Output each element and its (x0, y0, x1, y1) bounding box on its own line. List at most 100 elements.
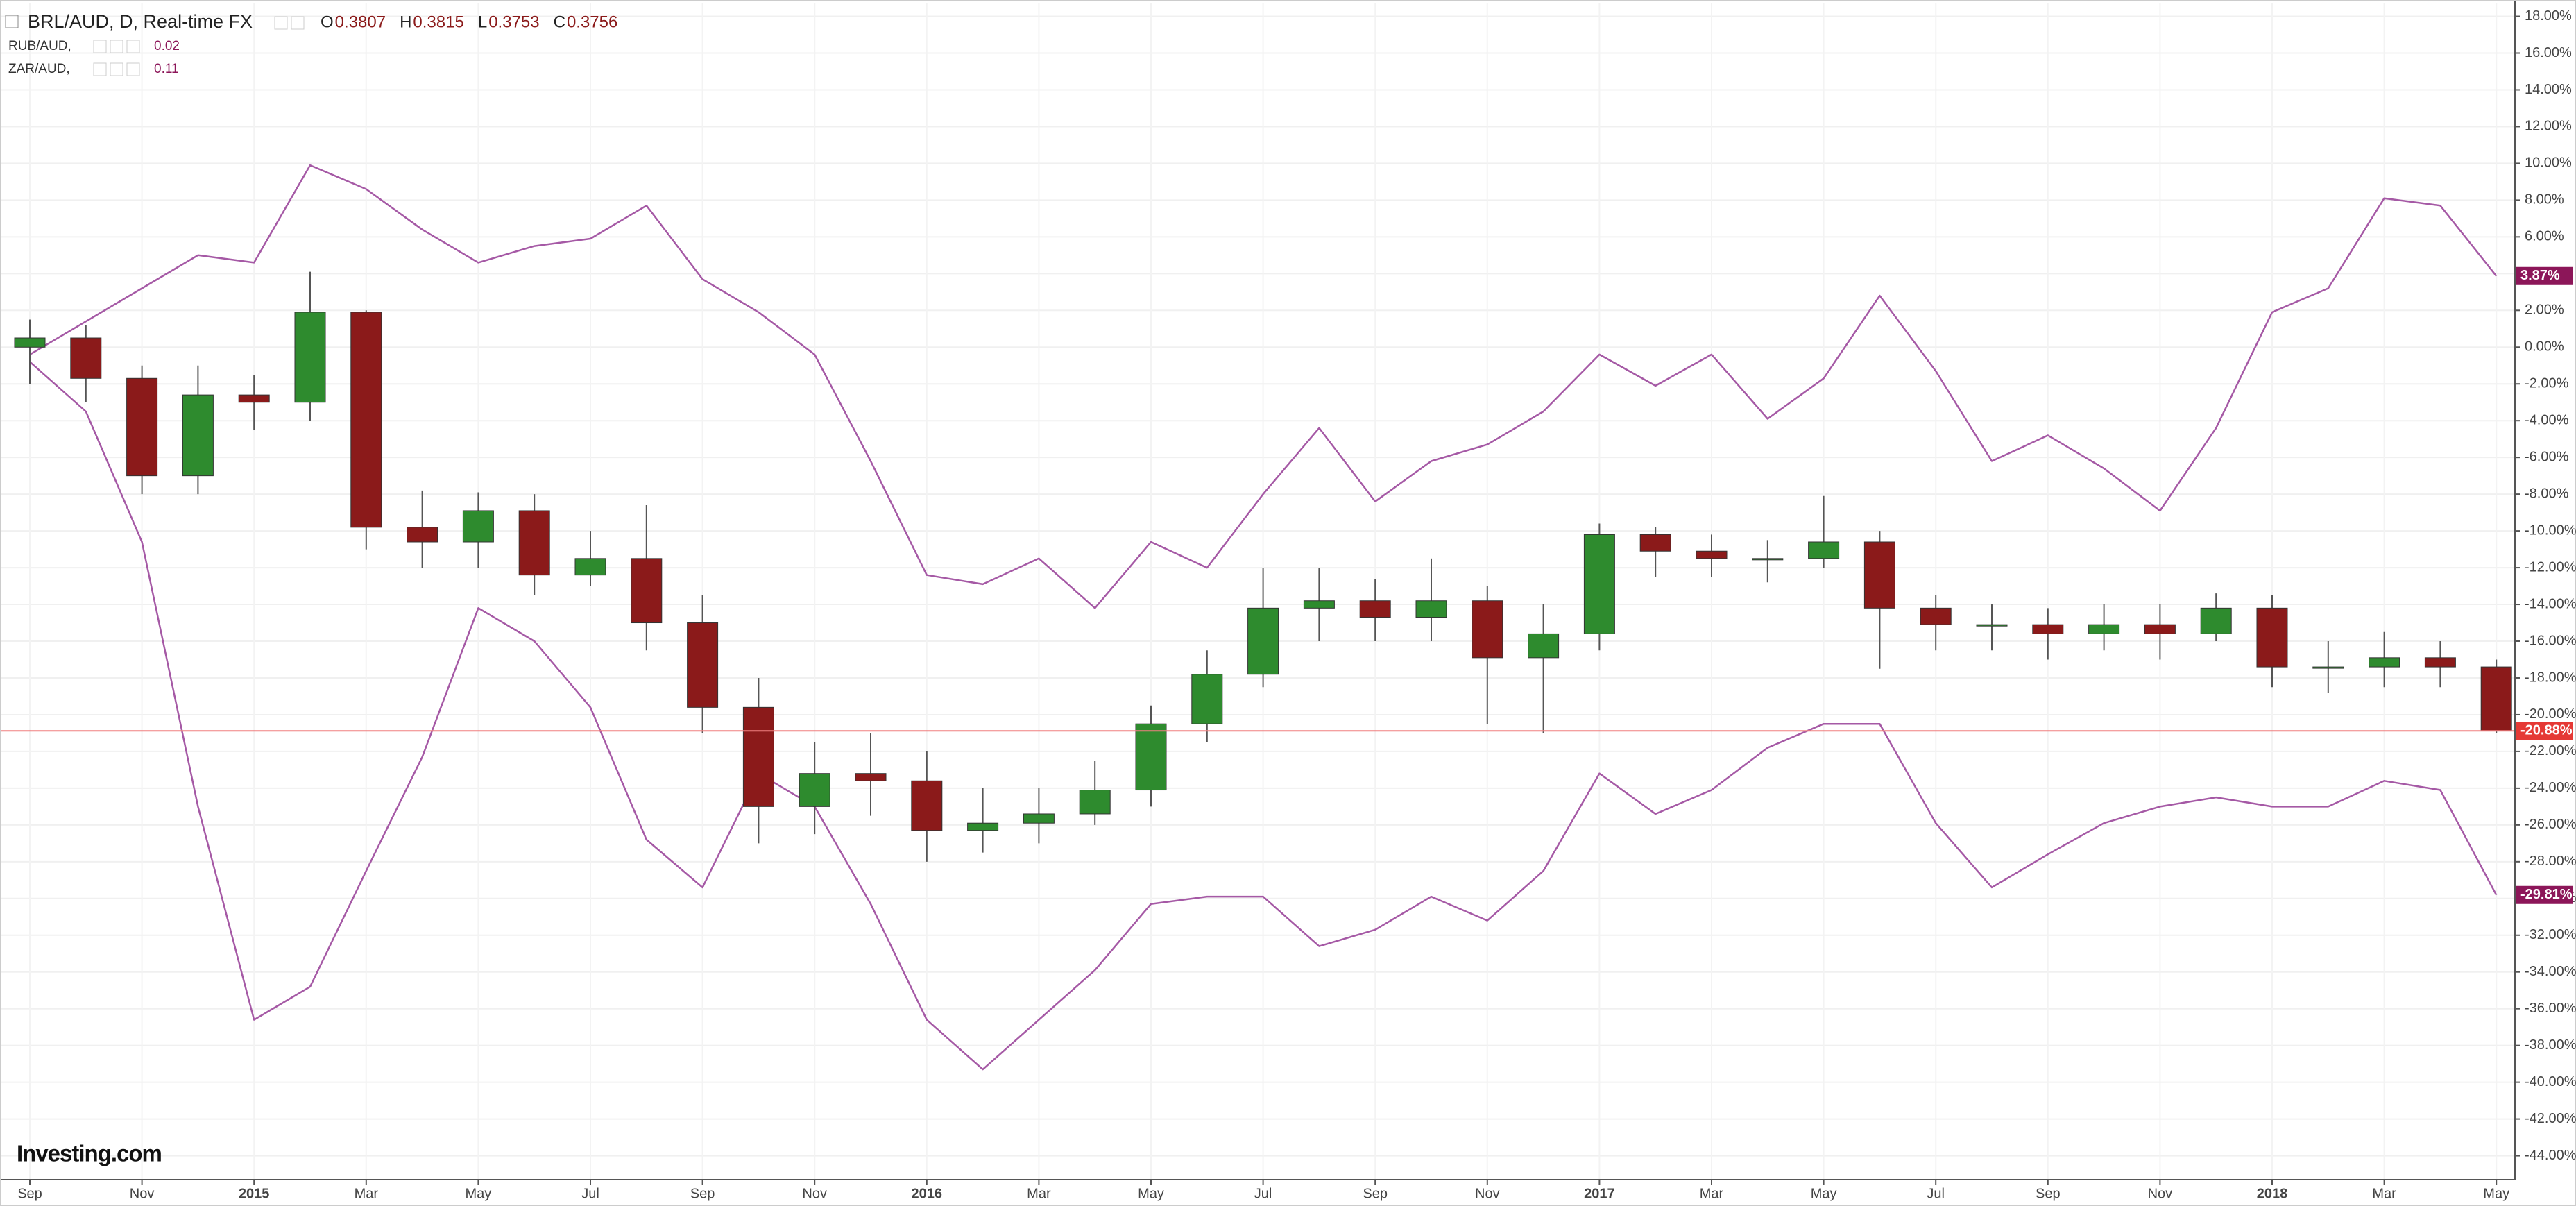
ohlc-value: 0.3753 (488, 12, 539, 31)
y-tick-label: -4.00% (2525, 412, 2569, 427)
candle-body (2032, 624, 2064, 634)
y-tick-label: -40.00% (2525, 1074, 2576, 1089)
candle-body (855, 773, 887, 781)
candle-body (1639, 534, 1671, 552)
y-tick-label: -22.00% (2525, 743, 2576, 758)
candle-body (1023, 813, 1055, 824)
header: BRL/AUD, D, Real-time FX RUB/AUD, 0.02 ZAR… (5, 11, 617, 76)
legend-icon (110, 62, 123, 76)
candle-body (799, 773, 830, 807)
candle-body (1359, 600, 1391, 618)
candle-body (462, 510, 494, 543)
candle-body (742, 706, 774, 807)
x-tick-label: May (1138, 1186, 1164, 1201)
x-tick-label: Nov (2148, 1186, 2173, 1201)
candle-body (1135, 723, 1167, 791)
header-icon (274, 16, 288, 30)
y-tick-label: 16.00% (2525, 45, 2572, 60)
candle-body (2256, 607, 2288, 668)
series-line (29, 164, 2498, 609)
candle-body (2312, 666, 2344, 669)
y-tick-label: -26.00% (2525, 817, 2576, 832)
x-tick-label: Sep (690, 1186, 715, 1201)
legend-value: 0.11 (154, 62, 179, 76)
y-tick-label: -18.00% (2525, 670, 2576, 685)
legend-icon (126, 40, 140, 53)
candle-body (1863, 541, 1895, 609)
candle-body (1808, 541, 1840, 559)
x-tick-label: Nov (130, 1186, 155, 1201)
candle-body (70, 337, 102, 379)
candle-body (1528, 633, 1560, 659)
y-tick-label: -8.00% (2525, 486, 2569, 501)
x-tick-label: Mar (1700, 1186, 1724, 1201)
x-tick-label: Jul (581, 1186, 599, 1201)
last-value-label: -29.81% (2520, 887, 2573, 902)
collapse-icon[interactable] (5, 15, 19, 28)
y-tick-label: -32.00% (2525, 927, 2576, 942)
ohlc-label: O (321, 12, 334, 31)
candle-body (2480, 666, 2512, 731)
last-value-box (2516, 722, 2573, 740)
candle-body (1079, 790, 1111, 815)
y-tick-label: -34.00% (2525, 964, 2576, 979)
x-tick-label: Sep (2036, 1186, 2061, 1201)
x-tick-label: Sep (1363, 1186, 1388, 1201)
x-tick-label: May (2483, 1186, 2509, 1201)
logo: Investing.com (17, 1141, 162, 1166)
candle-body (1415, 600, 1447, 618)
legend-icon (110, 40, 123, 53)
y-tick-label: -20.00% (2525, 706, 2576, 722)
y-tick-label: -28.00% (2525, 853, 2576, 869)
candle-body (911, 780, 943, 831)
y-tick-label: -2.00% (2525, 376, 2569, 391)
x-tick-label: May (466, 1186, 492, 1201)
candle-body (518, 510, 550, 576)
candle-body (126, 377, 158, 477)
ohlc-value: 0.3815 (413, 12, 463, 31)
candle-body (350, 312, 382, 528)
x-tick-label: May (1811, 1186, 1837, 1201)
candle-body (967, 822, 999, 831)
candle-body (182, 394, 214, 477)
y-tick-label: 10.00% (2525, 155, 2572, 171)
x-tick-label: 2016 (912, 1186, 943, 1201)
header-icon (291, 16, 305, 30)
candle-body (1303, 600, 1335, 609)
candle-body (687, 622, 719, 708)
x-tick-label: Mar (2372, 1186, 2396, 1201)
y-tick-label: -42.00% (2525, 1111, 2576, 1126)
y-tick-label: -14.00% (2525, 596, 2576, 611)
last-value-label: -20.88% (2520, 723, 2573, 738)
y-tick-label: -6.00% (2525, 449, 2569, 464)
ohlc-label: C (554, 12, 565, 31)
x-tick-label: Mar (355, 1186, 379, 1201)
legend-icon (93, 62, 107, 76)
candle-body (14, 337, 46, 348)
legend-name: RUB/AUD, (8, 39, 71, 53)
legend-value: 0.02 (154, 39, 180, 53)
y-tick-label: -12.00% (2525, 559, 2576, 575)
candle-body (1191, 674, 1223, 724)
candle-body (1696, 550, 1728, 559)
x-tick-label: Jul (1927, 1186, 1945, 1201)
y-tick-label: 18.00% (2525, 8, 2572, 24)
x-tick-label: Jul (1254, 1186, 1272, 1201)
candle-body (1472, 600, 1503, 659)
y-tick-label: 6.00% (2525, 229, 2564, 244)
candle-body (2200, 607, 2232, 634)
x-tick-label: 2017 (1584, 1186, 1615, 1201)
candle-body (631, 558, 663, 624)
x-tick-label: 2018 (2257, 1186, 2288, 1201)
chart-title: BRL/AUD, D, Real-time FX (28, 11, 253, 32)
x-tick-label: Nov (802, 1186, 827, 1201)
candle-body (1247, 607, 1279, 675)
y-tick-label: 12.00% (2525, 119, 2572, 134)
candle-body (2424, 657, 2456, 668)
candle-body (294, 312, 326, 403)
candle-body (1583, 534, 1615, 634)
last-value-label: 3.87% (2520, 268, 2560, 283)
y-tick-label: -10.00% (2525, 523, 2576, 538)
axes: 18.00% 16.00% 14.00% 12.00% 10.00% 8.00% 6.00%… (17, 8, 2576, 1201)
